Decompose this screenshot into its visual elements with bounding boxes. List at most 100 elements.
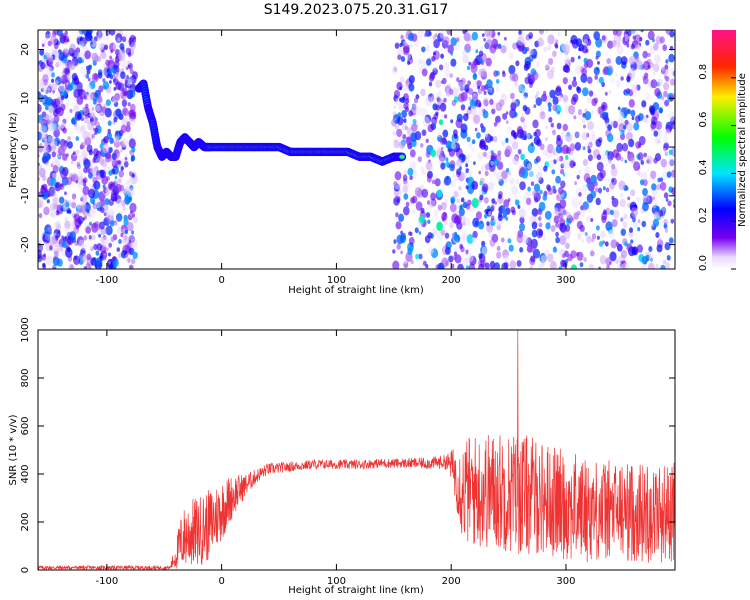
spectrogram-cell	[125, 79, 128, 84]
spectrogram-cell	[113, 101, 119, 107]
spectrogram-cell	[663, 218, 668, 225]
spectrogram-cell	[403, 169, 408, 175]
spectrogram-cell	[44, 33, 50, 40]
spectrogram-cell	[566, 211, 572, 219]
spectrogram-cell	[573, 115, 577, 120]
spectrogram-cell	[60, 121, 66, 129]
spectrogram-cell	[460, 197, 465, 203]
spectrogram-cell	[467, 65, 470, 71]
spectrogram-cell	[68, 209, 72, 215]
spectrogram-cell	[454, 251, 457, 256]
spectrogram-cell	[38, 103, 42, 113]
spectrogram-cell	[433, 39, 440, 49]
spectrogram-cell	[668, 149, 673, 156]
spectrogram-cell	[51, 123, 57, 132]
spectrogram-cell	[131, 238, 138, 248]
spectrogram-cell	[103, 136, 109, 144]
spectrogram-cell	[583, 38, 589, 45]
spectrogram-cell	[95, 250, 100, 256]
spectrogram-cell	[489, 240, 495, 246]
spectrogram-cell	[400, 56, 406, 62]
spectrogram-cell	[593, 66, 600, 76]
spectrogram-cell	[637, 152, 644, 161]
spectrogram-cell	[611, 219, 618, 228]
spectrogram-cell	[582, 184, 588, 192]
spectrogram-cell	[565, 132, 573, 142]
spectrogram-cell	[538, 216, 542, 222]
spectrogram-cell	[576, 251, 584, 261]
spectrogram-cell	[641, 100, 647, 108]
spectrogram-cell	[38, 249, 42, 260]
spectrogram-cell	[50, 35, 57, 45]
spectrogram-cell	[441, 257, 449, 268]
spectrogram-cell	[493, 121, 498, 127]
spectrogram-cell	[645, 39, 650, 46]
spectrogram-cell	[476, 61, 480, 66]
spectrogram-cell	[560, 168, 565, 175]
spectrogram-cell	[117, 51, 126, 61]
spectrogram-cell	[129, 117, 136, 126]
spectrogram-cell	[41, 254, 46, 261]
spectrogram-cell	[631, 84, 638, 93]
spectrogram-cell	[602, 209, 607, 215]
spectrogram-cell	[81, 114, 85, 119]
spectrogram-cell	[391, 65, 398, 75]
spectrogram-cell	[525, 197, 532, 206]
spectrogram-cell	[494, 201, 498, 205]
spectrogram-cell	[64, 60, 70, 68]
spectrogram-cell	[561, 43, 567, 52]
spectrogram-cell	[71, 80, 75, 84]
spectrogram-cell	[637, 227, 641, 232]
spectrogram-cell	[630, 189, 636, 197]
spectrogram-cell	[104, 205, 109, 212]
spectrogram-cell	[641, 256, 648, 265]
spectrogram-cell	[64, 191, 67, 196]
spectrogram-cell	[417, 30, 424, 38]
spectrogram-cell	[411, 209, 416, 215]
y-tick-label: 600	[20, 416, 31, 435]
spectrogram-cell	[398, 213, 405, 222]
spectrogram-cell	[90, 205, 97, 214]
spectrogram-cell	[505, 145, 513, 155]
spectrogram-cell	[517, 148, 522, 155]
spectrogram-cell	[471, 31, 478, 41]
spectrogram-cell	[462, 258, 469, 267]
spectrogram-cell	[570, 34, 578, 45]
spectrogram-cell	[108, 147, 113, 153]
spectrogram-cell	[519, 223, 525, 232]
spectrogram-cell	[656, 183, 661, 191]
spectrogram-cell	[457, 81, 466, 92]
spectrogram-cell	[456, 168, 462, 176]
spectrogram-cell	[108, 208, 115, 217]
spectrogram-cell	[111, 96, 116, 103]
spectrogram-cell	[642, 76, 649, 85]
spectrogram-cell	[626, 75, 631, 82]
spectrogram-cell	[43, 54, 47, 60]
spectrogram-cell	[526, 133, 531, 139]
spectrogram-cell	[574, 142, 582, 151]
spectrogram-cell	[597, 187, 603, 194]
spectrogram-cell	[623, 213, 628, 220]
spectrogram-cell	[471, 139, 476, 145]
spectrogram-cell	[443, 219, 448, 226]
spectrogram-cell	[112, 41, 120, 51]
spectrogram-cell	[51, 151, 56, 158]
spectrogram-cell	[501, 170, 508, 180]
snr-frame	[37, 329, 676, 571]
spectrogram-cell	[576, 174, 580, 180]
spectrogram-cell	[619, 192, 624, 198]
spectrogram-cell	[481, 183, 489, 193]
spectrogram-cell	[117, 37, 121, 42]
spectrogram-cell	[527, 163, 532, 170]
spectrogram-cell	[45, 233, 51, 241]
spectrogram-cell	[69, 43, 77, 54]
spectrogram-cell	[616, 45, 624, 55]
spectrogram-cell	[524, 189, 532, 200]
spectrogram-cell	[409, 231, 413, 236]
spectrogram-cell	[107, 120, 112, 126]
spectrogram-cell	[527, 73, 531, 78]
spectrogram-cell	[523, 92, 528, 99]
spectrogram-cell	[580, 210, 585, 218]
spectrogram-cell	[60, 169, 68, 180]
spectrogram-cell	[60, 207, 64, 212]
